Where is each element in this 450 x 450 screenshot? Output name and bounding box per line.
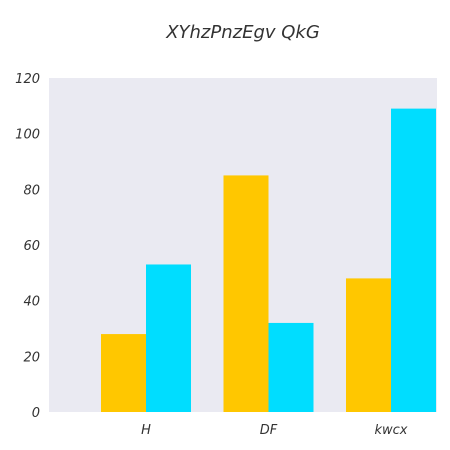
y-tick-label: 60 <box>23 239 40 254</box>
x-axis-ticks: H DF kwcx <box>141 423 408 438</box>
x-tick-label: kwcx <box>374 423 407 438</box>
y-tick-label: 100 <box>15 128 40 143</box>
y-tick-label: 80 <box>23 183 40 198</box>
bar-DF-series-2 <box>268 322 314 412</box>
y-tick-label: 120 <box>15 72 40 87</box>
chart-title: XYhzPnzEgv QkG <box>165 22 320 43</box>
bar-kwcx-series-2 <box>391 108 436 412</box>
bar-kwcx-series-1 <box>346 278 391 412</box>
x-tick-label: H <box>141 423 151 438</box>
bar-H-series-2 <box>146 264 191 412</box>
y-tick-label: 20 <box>23 350 40 365</box>
bars-group <box>101 108 436 412</box>
bar-H-series-1 <box>101 334 146 412</box>
y-tick-label: 40 <box>23 295 40 310</box>
y-tick-label: 0 <box>32 406 40 421</box>
x-tick-label: DF <box>260 423 278 438</box>
y-axis-ticks: 0 20 40 60 80 100 120 <box>15 72 40 421</box>
bar-DF-series-1 <box>223 175 269 412</box>
